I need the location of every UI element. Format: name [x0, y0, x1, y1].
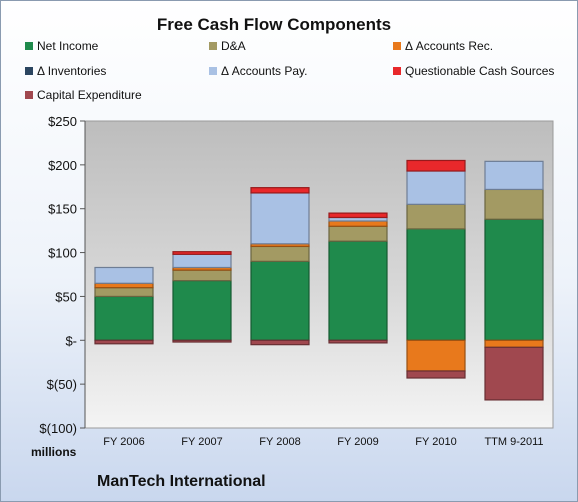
bar-segment-danda-fy-2007: [172, 269, 232, 282]
units-label: millions: [31, 445, 77, 459]
y-tick-label: $(50): [47, 377, 77, 392]
bar-segment-questionable-cash-sources-fy-2007: [172, 251, 232, 255]
plot-area-svg: FY 2006 FY 2007 FY 2008 FY 2009 FY 2010 TTM 9…: [39, 114, 554, 448]
bar-segment-delta-accounts-pay-fy-2010: [406, 170, 466, 205]
chart-title: Free Cash Flow Components: [156, 15, 392, 34]
legend-label-inventories: Δ Inventories: [37, 64, 107, 78]
bar-segment-delta-accounts-pay-fy-2008: [250, 192, 310, 245]
x-tick-label-fy-2006: FY 2006: [103, 436, 144, 448]
legend-label-d-and-a: D&A: [221, 39, 246, 53]
legend-swatch-capital-expenditure: [25, 91, 33, 99]
x-tick-label-fy-2007: FY 2007: [181, 436, 222, 448]
plot-background: [84, 120, 554, 429]
bar-segment-net-income-fy-2007: [172, 280, 232, 341]
legend-swatch-accounts-rec: [393, 42, 401, 50]
bar-segment-capital-expenditure-ttm-9-2011: [484, 346, 544, 401]
x-tick-label-fy-2010: FY 2010: [415, 436, 456, 448]
company-label: ManTech International: [97, 473, 266, 490]
bar-segment-net-income-fy-2006: [94, 295, 154, 341]
y-tick-label: $200: [48, 158, 77, 173]
bar-segment-questionable-cash-sources-fy-2009: [328, 212, 388, 219]
bar-segment-delta-accounts-pay-fy-2006: [94, 266, 154, 284]
x-tick-label-fy-2009: FY 2009: [337, 436, 378, 448]
bar-segment-delta-accounts-rec-fy-2010: [406, 339, 466, 372]
bar-segment-net-income-fy-2009: [328, 240, 388, 341]
y-tick-label: $-: [65, 333, 77, 348]
legend-label-capital-expenditure: Capital Expenditure: [37, 88, 142, 102]
bar-segment-delta-accounts-rec-fy-2009: [328, 220, 388, 227]
legend-questionable-cash: Questionable Cash Sources: [393, 64, 554, 78]
legend-swatch-accounts-pay: [209, 67, 217, 75]
bar-segment-danda-ttm-9-2011: [484, 188, 544, 220]
y-tick-label: $150: [48, 202, 77, 217]
legend-net-income: Net Income: [25, 39, 98, 53]
legend-label-accounts-pay: Δ Accounts Pay.: [221, 64, 308, 78]
bar-segment-delta-accounts-rec-fy-2006: [94, 282, 154, 289]
bar-segment-danda-fy-2010: [406, 203, 466, 230]
bar-segment-danda-fy-2006: [94, 287, 154, 298]
legend-label-accounts-rec: Δ Accounts Rec.: [405, 39, 494, 53]
y-tick-label: $100: [48, 246, 77, 261]
x-tick-label-fy-2008: FY 2008: [259, 436, 300, 448]
legend-inventories: Δ Inventories: [25, 64, 106, 78]
y-tick-label: $(100): [39, 421, 77, 436]
bar-segment-capital-expenditure-fy-2009: [328, 339, 388, 344]
legend-label-questionable-cash: Questionable Cash Sources: [405, 64, 555, 78]
bar-segment-net-income-fy-2008: [250, 260, 310, 341]
legend-label-net-income: Net Income: [37, 39, 99, 53]
legend-accounts-rec: Δ Accounts Rec.: [393, 39, 493, 53]
legend-swatch-inventories: [25, 67, 33, 75]
bar-segment-questionable-cash-sources-fy-2010: [406, 159, 466, 172]
legend-swatch-d-and-a: [209, 42, 217, 50]
bar-segment-net-income-fy-2010: [406, 228, 466, 341]
bar-segment-danda-fy-2008: [250, 245, 310, 262]
y-tick-label: $250: [48, 114, 77, 129]
y-tick-label: $50: [55, 289, 77, 304]
bar-segment-delta-accounts-pay-ttm-9-2011: [484, 160, 544, 191]
x-tick-label-ttm-9-2011: TTM 9-2011: [484, 436, 543, 448]
bar-segment-capital-expenditure-fy-2010: [406, 370, 466, 379]
legend-swatch-questionable-cash: [393, 67, 401, 75]
bar-segment-capital-expenditure-fy-2006: [94, 339, 154, 345]
bar-segment-delta-accounts-rec-ttm-9-2011: [484, 339, 544, 348]
bar-segment-capital-expenditure-fy-2008: [250, 339, 310, 346]
legend-capital-expenditure: Capital Expenditure: [25, 88, 142, 102]
legend-swatch-net-income: [25, 42, 33, 50]
bar-segment-delta-accounts-pay-fy-2007: [172, 253, 232, 269]
bar-segment-net-income-ttm-9-2011: [484, 218, 544, 341]
bar-segment-danda-fy-2009: [328, 225, 388, 242]
legend-d-and-a: D&A: [209, 39, 246, 53]
bar-segment-questionable-cash-sources-fy-2008: [250, 187, 310, 194]
legend-accounts-pay: Δ Accounts Pay.: [209, 64, 308, 78]
bar-segment-capital-expenditure-fy-2007: [172, 339, 232, 343]
